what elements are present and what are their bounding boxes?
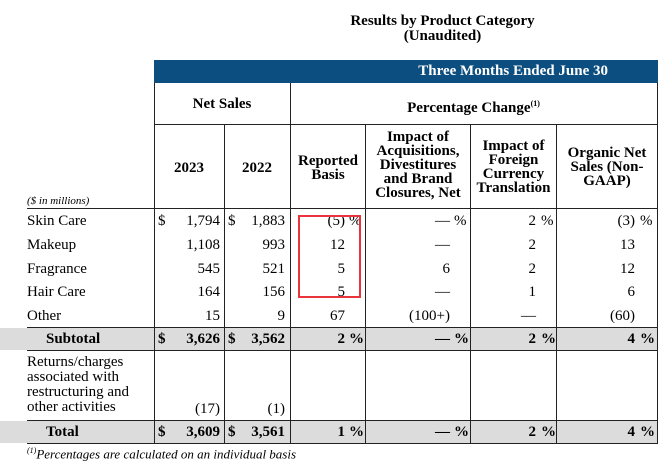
subtotal-acq-pct: %: [454, 331, 469, 347]
row-1-acq: —: [435, 237, 450, 253]
row-2-organic: 12: [620, 261, 635, 277]
row-2-y2023: 545: [197, 261, 221, 277]
row-0-rep-pct: %: [349, 213, 362, 229]
subtotal-2022: 3,562: [251, 331, 285, 347]
grid-line: [154, 83, 155, 443]
grid-line: [27, 208, 658, 209]
report-subtitle: (Unaudited): [403, 28, 482, 44]
row-0-reported: (5): [327, 213, 346, 229]
unit-note: ($ in millions): [27, 195, 90, 207]
returns-2023: (17): [195, 401, 220, 417]
subtotal-label: Subtotal: [46, 331, 101, 347]
row-2-label: Fragrance: [27, 261, 87, 277]
subtotal-reported-pct: %: [349, 331, 364, 347]
total-fx: 2: [528, 424, 537, 440]
row-4-reported: 67: [330, 308, 345, 324]
subtotal-dollar-2022: $: [228, 331, 236, 347]
year-2022-header: 2022: [242, 160, 272, 176]
row-3-fx: 1: [528, 284, 537, 300]
subtotal-reported: 2: [337, 331, 346, 347]
row-2-reported: 5: [337, 261, 346, 277]
row-1-label: Makeup: [27, 237, 77, 253]
grid-line: [27, 420, 658, 421]
impact-acquisitions-header: Impact of Acquisitions, Divestitures and…: [375, 129, 461, 201]
row-3-y2022: 156: [262, 284, 286, 300]
subtotal-dollar-2023: $: [158, 331, 166, 347]
grid-line: [154, 124, 658, 125]
year-2023-header: 2023: [174, 160, 204, 176]
highlight-box: [298, 215, 361, 298]
impact-fx-header: Impact of Foreign Currency Translation: [476, 138, 551, 196]
row-3-organic: 6: [627, 284, 636, 300]
row-0-label: Skin Care: [27, 213, 87, 229]
row-0-y2023: 1,794: [186, 213, 220, 229]
total-dollar-2022: $: [228, 424, 236, 440]
subtotal-acq: —: [435, 331, 450, 347]
grid-line: [470, 125, 471, 443]
report-title: Results by Product Category: [350, 13, 535, 29]
row-2-fx: 2: [528, 261, 537, 277]
total-2023: 3,609: [186, 424, 220, 440]
row-1-y2023: 1,108: [186, 237, 220, 253]
total-band: [0, 421, 658, 443]
row-1-y2022: 993: [262, 237, 286, 253]
subtotal-organic-pct: %: [640, 331, 655, 347]
row-4-fx: —: [521, 308, 536, 324]
subtotal-fx-pct: %: [541, 331, 556, 347]
subtotal-organic: 4: [627, 331, 636, 347]
row-0-org-pct: %: [640, 213, 653, 229]
total-reported: 1: [337, 424, 346, 440]
grid-line: [27, 350, 658, 351]
row-0-organic: (3): [617, 213, 636, 229]
total-organic-pct: %: [640, 424, 655, 440]
total-acq-pct: %: [454, 424, 469, 440]
row-0-acq: —: [435, 213, 450, 229]
row-0-dollar22: $: [228, 213, 236, 229]
row-3-label: Hair Care: [27, 284, 86, 300]
grid-line: [290, 83, 291, 443]
grid-line: [556, 125, 557, 443]
total-2022: 3,561: [251, 424, 285, 440]
total-label: Total: [46, 424, 79, 440]
row-0-dollar23: $: [158, 213, 166, 229]
reported-basis-header: Reported Basis: [298, 153, 358, 183]
row-4-organic: (60): [610, 308, 635, 324]
row-4-y2023: 15: [205, 308, 220, 324]
total-acq: —: [435, 424, 450, 440]
grid-line: [27, 443, 658, 444]
returns-label: Returns/charges associated with restruct…: [27, 354, 130, 415]
percentage-change-header: Percentage Change(1): [407, 99, 540, 116]
total-reported-pct: %: [349, 424, 364, 440]
row-3-acq: —: [435, 284, 450, 300]
row-2-y2022: 521: [262, 261, 286, 277]
subtotal-fx: 2: [528, 331, 537, 347]
row-1-reported: 12: [330, 237, 345, 253]
total-organic: 4: [627, 424, 636, 440]
total-fx-pct: %: [541, 424, 556, 440]
row-0-acq-pct: %: [454, 213, 467, 229]
row-3-reported: 5: [337, 284, 346, 300]
subtotal-2023: 3,626: [186, 331, 220, 347]
period-banner: Three Months Ended June 30: [154, 60, 658, 83]
grid-line: [27, 327, 658, 328]
returns-2022: (1): [267, 401, 286, 417]
total-dollar-2023: $: [158, 424, 166, 440]
row-1-fx: 2: [528, 237, 537, 253]
row-0-y2022: 1,883: [251, 213, 285, 229]
row-4-label: Other: [27, 308, 62, 324]
organic-header: Organic Net Sales (Non-GAAP): [567, 145, 647, 189]
row-1-organic: 13: [620, 237, 635, 253]
row-4-y2022: 9: [277, 308, 286, 324]
grid-line: [365, 125, 366, 443]
row-0-fx-pct: %: [541, 213, 554, 229]
row-0-fx: 2: [528, 213, 537, 229]
row-2-acq: 6: [442, 261, 451, 277]
net-sales-header: Net Sales: [192, 96, 252, 112]
subtotal-band: [0, 328, 658, 350]
footnote: (1)Percentages are calculated on an indi…: [27, 446, 297, 462]
row-4-acq: (100+): [409, 308, 450, 324]
grid-line: [224, 125, 225, 443]
row-3-y2023: 164: [197, 284, 221, 300]
